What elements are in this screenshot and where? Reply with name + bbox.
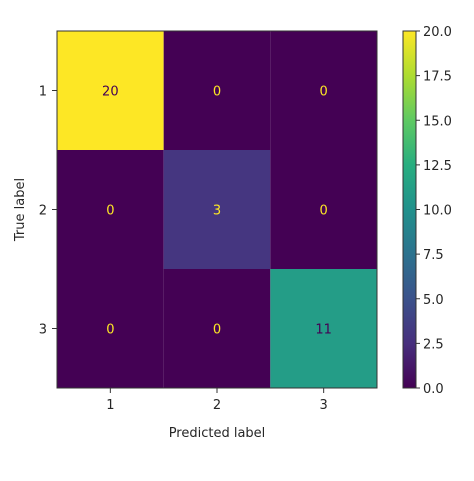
colorbar-tick-label: 7.5 xyxy=(423,248,444,263)
cell-value-label: 0 xyxy=(320,85,328,100)
cell-value-label: 0 xyxy=(106,323,114,338)
heatmap-cell xyxy=(57,269,164,388)
heatmap-cell xyxy=(270,150,377,269)
y-tick-label: 2 xyxy=(39,204,47,219)
axis-ticks: 1 2 3 1 2 3 xyxy=(39,85,328,414)
heatmap-cells: 20 0 0 0 3 0 0 0 11 xyxy=(57,31,377,388)
heatmap-cell xyxy=(270,269,377,388)
cell-value-label: 11 xyxy=(315,323,332,338)
cell-value-label: 20 xyxy=(102,85,119,100)
cell-value-label: 0 xyxy=(213,323,221,338)
colorbar-ticks: 0.0 2.5 5.0 7.5 10.0 12.5 15.0 17.5 20.0 xyxy=(416,25,452,397)
colorbar-tick-label: 2.5 xyxy=(423,337,444,352)
colorbar-tick-label: 0.0 xyxy=(423,382,444,397)
colorbar xyxy=(402,30,417,389)
colorbar-tick-label: 15.0 xyxy=(423,114,452,129)
cell-value-label: 0 xyxy=(320,204,328,219)
x-tick-label: 1 xyxy=(106,398,114,413)
heatmap-cell xyxy=(163,31,271,150)
heatmap-cell xyxy=(270,31,377,150)
x-tick-label: 2 xyxy=(213,398,221,413)
cell-value-label: 0 xyxy=(106,204,114,219)
y-axis-label: True label xyxy=(13,178,28,242)
colorbar-tick-label: 17.5 xyxy=(423,70,452,85)
heatmap-cell xyxy=(163,269,271,388)
x-tick-label: 3 xyxy=(320,398,328,413)
y-tick-label: 3 xyxy=(39,323,47,338)
cell-value-label: 0 xyxy=(213,85,221,100)
colorbar-tick-label: 12.5 xyxy=(423,159,452,174)
y-tick-label: 1 xyxy=(39,85,47,100)
heatmap-cell xyxy=(57,31,164,150)
colorbar-tick-label: 5.0 xyxy=(423,293,444,308)
colorbar-tick-label: 20.0 xyxy=(423,25,452,40)
x-axis-label: Predicted label xyxy=(169,426,266,441)
heatmap-cell xyxy=(163,150,271,269)
heatmap-cell xyxy=(57,150,164,269)
cell-value-label: 3 xyxy=(213,204,221,219)
colorbar-tick-label: 10.0 xyxy=(423,204,452,219)
